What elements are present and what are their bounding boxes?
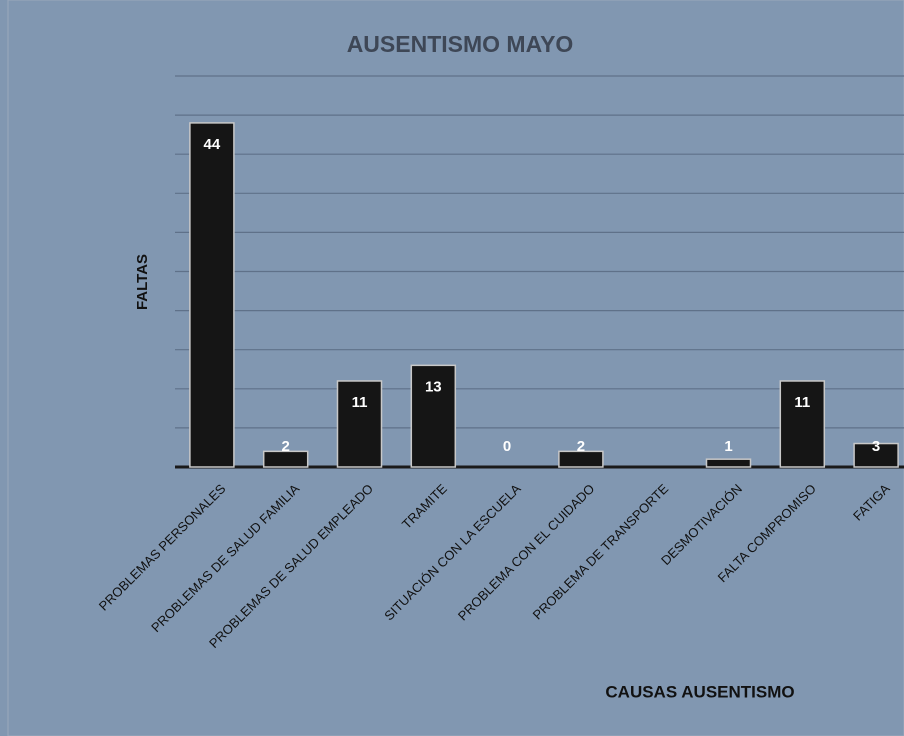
bar [189,122,235,468]
x-tick-label: SITUACIÓN CON LA ESCUELA [381,481,524,624]
x-tick-label: PROBLEMAS DE SALUD FAMILIA [148,481,302,635]
data-label: 11 [794,394,810,411]
data-label: 44 [204,136,221,153]
frame [7,0,904,736]
x-tick-label: PROBLEMA CON EL CUIDADO [455,481,598,624]
bar [262,450,309,468]
data-label: 2 [577,438,585,455]
x-tick-label: DESMOTIVACIÓN [658,481,745,568]
y-axis-label: FALTAS [134,254,151,310]
x-axis-label: CAUSAS AUSENTISMO [605,682,794,701]
bar [705,458,752,468]
data-label: 11 [352,394,368,411]
data-label: 2 [282,438,290,455]
bar [779,380,826,468]
data-label: 0 [503,438,511,455]
data-label: 1 [724,438,732,455]
data-label: 13 [425,378,442,395]
bar [410,364,457,468]
x-tick-label: FATIGA [850,481,893,524]
x-tick-label: PROBLEMAS DE SALUD EMPLEADO [206,481,376,651]
chart-title: AUSENTISMO MAYO [347,31,574,57]
x-tick-label: PROBLEMA DE TRANSPORTE [530,481,672,623]
x-tick-label: TRAMITE [399,481,450,532]
bar [853,442,899,468]
data-label: 3 [872,438,880,455]
bar [336,380,383,468]
bar [558,450,604,468]
x-tick-label: PROBLEMAS PERSONALES [96,481,229,614]
